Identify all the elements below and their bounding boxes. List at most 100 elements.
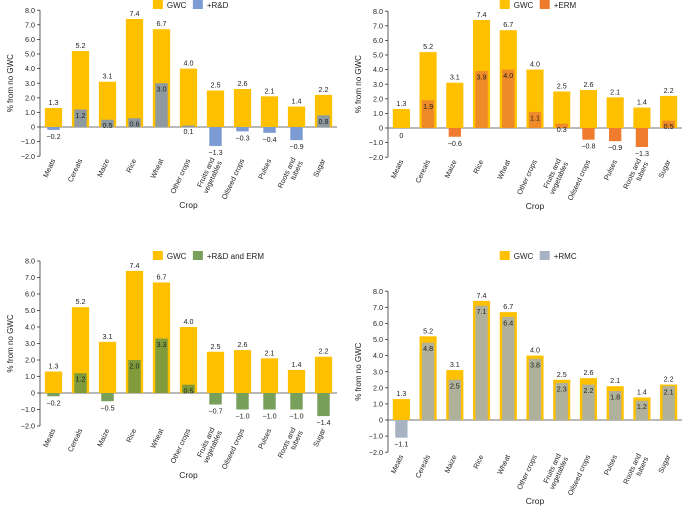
x-axis-title: Crop <box>526 496 545 506</box>
x-tick-label: Sugar <box>311 157 328 179</box>
data-label-alt: −0.3 <box>235 133 249 142</box>
data-label-alt: 0.3 <box>557 125 567 134</box>
data-label-gwc: 4.0 <box>184 317 194 326</box>
x-tick-label: Maize <box>95 157 111 178</box>
x-tick-label-line: Wheat <box>148 427 165 450</box>
bar-alt-2 <box>448 128 461 137</box>
legend-label-gwc: GWC <box>514 1 534 10</box>
data-label-gwc: 1.3 <box>396 389 406 398</box>
data-label-gwc: 2.2 <box>319 85 329 94</box>
data-label-gwc: 1.3 <box>49 98 59 107</box>
data-label-alt: −1.3 <box>635 149 649 158</box>
x-tick-label-line: Rice <box>124 157 138 174</box>
x-tick-label: Roots andtubers <box>621 157 650 194</box>
data-label-gwc: 2.6 <box>583 368 593 377</box>
data-label-alt: −0.5 <box>100 403 114 412</box>
bar-alt-10 <box>317 115 330 127</box>
data-label-alt: −1.0 <box>235 412 249 421</box>
legend-swatch-gwc <box>499 251 510 260</box>
y-tick-label: 6.0 <box>25 35 35 44</box>
x-tick-label: Rice <box>124 427 138 444</box>
data-label-gwc: 2.6 <box>238 79 248 88</box>
data-label-gwc: 5.2 <box>423 326 433 335</box>
x-tick-label: Cereals <box>413 453 432 480</box>
bar-alt-8 <box>263 393 276 410</box>
chart-panel-top-right: −2.0 −1.0 0 1.0 2.0 3.0 4.0 5.0 6.0 7.0 8.0 % from … <box>354 0 682 211</box>
bar-gwc-10 <box>314 356 333 393</box>
x-tick-label-line: Pulses <box>256 157 273 181</box>
x-tick-label: Maize <box>442 158 458 179</box>
x-tick-label-line: Wheat <box>495 453 512 476</box>
data-label-gwc: 1.4 <box>637 98 647 107</box>
x-tick-label: Rice <box>471 453 485 470</box>
data-label-alt: 4.8 <box>423 344 433 353</box>
data-label-gwc: 1.3 <box>396 99 406 108</box>
data-label-alt: 3.9 <box>477 73 487 82</box>
bar-alt-5 <box>182 125 195 127</box>
bar-alt-0 <box>395 420 408 438</box>
x-tick-label-line: Sugar <box>656 158 673 180</box>
y-tick-label: 7.0 <box>373 21 383 30</box>
x-tick-label: Meats <box>41 157 58 179</box>
bar-alt-8 <box>609 128 622 142</box>
x-axis-title: Crop <box>526 201 545 211</box>
bar-alt-6 <box>209 393 222 405</box>
data-label-gwc: 1.4 <box>292 360 302 369</box>
data-label-alt: 1.2 <box>637 402 647 411</box>
data-label-gwc: 2.1 <box>265 348 275 357</box>
bar-alt-5 <box>528 358 542 420</box>
bar-alt-9 <box>635 128 649 147</box>
bar-alt-9 <box>290 393 303 410</box>
data-label-alt: 1.2 <box>76 375 86 384</box>
x-tick-label: Rice <box>124 157 138 174</box>
x-tick-label: Pulses <box>602 453 619 477</box>
y-tick-label: 1.0 <box>25 108 35 117</box>
bar-alt-7 <box>582 128 595 140</box>
bar-alt-7 <box>236 393 249 410</box>
legend-label-gwc: GWC <box>514 252 534 261</box>
data-label-alt: −1.0 <box>262 412 276 421</box>
data-label-gwc: 3.1 <box>103 332 113 341</box>
x-tick-label: Fruits andvegetables <box>540 452 570 491</box>
x-tick-label: Cereals <box>413 158 432 185</box>
y-tick-label: −1.0 <box>21 405 35 414</box>
x-tick-label-line: Cereals <box>66 157 85 184</box>
legend-label-gwc: GWC <box>167 1 187 10</box>
bar-gwc-9 <box>287 369 306 393</box>
bar-gwc-2 <box>446 82 464 128</box>
x-tick-label-line: Cereals <box>413 158 432 185</box>
data-label-alt: −0.6 <box>448 139 462 148</box>
bar-gwc-9 <box>287 106 306 127</box>
bar-alt-2 <box>101 393 114 402</box>
x-tick-label: Sugar <box>656 158 673 180</box>
bar-alt-8 <box>609 391 622 420</box>
data-label-alt: −0.2 <box>46 398 60 407</box>
bar-alt-5 <box>182 384 195 393</box>
x-tick-label: Fruits andvegetables <box>540 157 570 196</box>
y-tick-label: −2.0 <box>21 422 35 431</box>
data-label-gwc: 6.7 <box>157 272 167 281</box>
bar-gwc-8 <box>260 96 279 127</box>
x-tick-label-line: Sugar <box>311 426 328 448</box>
x-tick-label-line: Meats <box>389 158 406 180</box>
legend-label-alt: +R&D and ERM <box>207 252 264 261</box>
data-label-gwc: 2.1 <box>610 376 620 385</box>
data-label-gwc: 2.2 <box>319 347 329 356</box>
legend-label-alt: +R&D <box>207 1 229 10</box>
data-label-alt: 0.6 <box>130 120 140 129</box>
y-tick-label: 8.0 <box>373 287 383 296</box>
bar-alt-1 <box>74 373 87 393</box>
x-tick-label-line: Wheat <box>148 157 165 180</box>
bar-alt-3 <box>475 305 488 420</box>
bar-alt-6 <box>209 127 222 146</box>
data-label-gwc: 6.7 <box>503 20 513 29</box>
legend-swatch-alt <box>192 0 203 9</box>
x-tick-label: Maize <box>95 427 111 448</box>
y-tick-label: 2.0 <box>373 383 383 392</box>
x-tick-label: Pulses <box>256 157 273 181</box>
data-label-gwc: 2.2 <box>664 375 674 384</box>
bar-gwc-8 <box>606 97 624 128</box>
data-label-alt: −0.7 <box>208 407 222 416</box>
legend-swatch-gwc <box>152 0 163 9</box>
data-label-alt: −1.1 <box>394 440 408 449</box>
